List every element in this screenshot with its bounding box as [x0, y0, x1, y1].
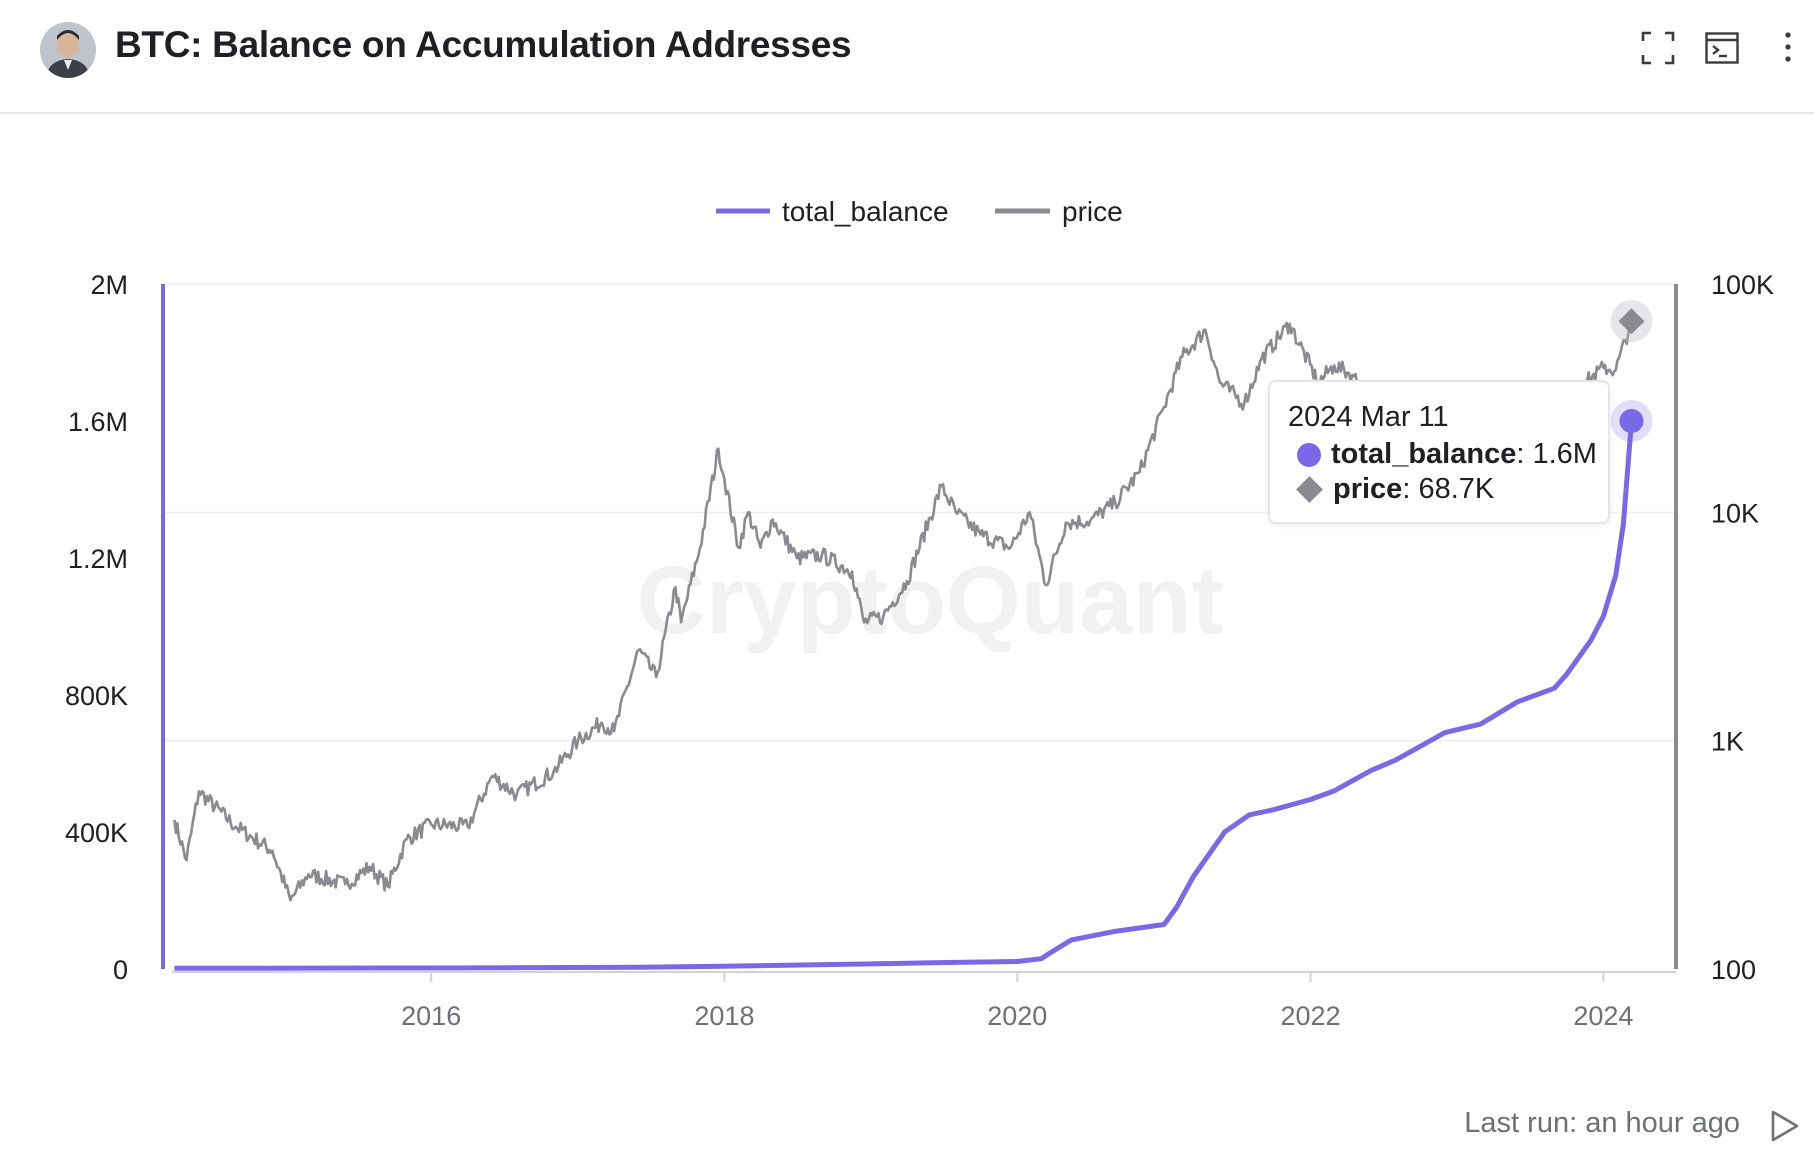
tooltip-row-price: price : 68.7K	[1288, 472, 1608, 507]
legend: total_balance price	[716, 196, 1123, 227]
y-left-tick-label: 1.6M	[68, 407, 128, 437]
more-options-button[interactable]	[1766, 26, 1810, 70]
circle-marker-icon	[1297, 442, 1321, 467]
hover-markers	[1610, 300, 1653, 442]
more-vertical-icon	[1785, 32, 1791, 62]
chart-area: CryptoQuant total_balance price 2016 2018…	[0, 114, 1814, 1074]
y-left-tick-label: 2M	[90, 270, 128, 300]
tooltip-series-value: : 1.6M	[1516, 438, 1597, 470]
series-line-total-balance	[174, 420, 1634, 971]
y-right-tick-label: 1K	[1711, 727, 1744, 757]
run-query-button[interactable]	[1768, 1108, 1802, 1144]
y-right-tick-label: 100	[1711, 955, 1756, 985]
y-right-tick-label: 10K	[1711, 498, 1759, 528]
tooltip-row-total-balance: total_balance : 1.6M	[1288, 437, 1608, 472]
x-tick-label: 2022	[1280, 1001, 1340, 1031]
tooltip-series-value: : 68.7K	[1402, 473, 1495, 505]
play-icon	[1771, 1110, 1799, 1142]
legend-label-total-balance: total_balance	[782, 196, 949, 227]
page-title: BTC: Balance on Accumulation Addresses	[115, 24, 852, 65]
chart-svg[interactable]: CryptoQuant total_balance price 2016 2018…	[0, 114, 1814, 1074]
axes: 2016 2018 2020 2022 2024 0 400K 800K 1.2M 1.6M 2M 1…	[65, 270, 1774, 1031]
legend-item-total-balance[interactable]: total_balance	[716, 196, 949, 227]
watermark: CryptoQuant	[637, 547, 1224, 654]
avatar-icon	[40, 22, 96, 78]
legend-label-price: price	[1062, 196, 1123, 227]
tooltip-series-name: price	[1333, 473, 1403, 505]
y-right-tick-label: 100K	[1711, 270, 1774, 300]
x-tick-label: 2018	[694, 1001, 754, 1031]
widget-header: BTC: Balance on Accumulation Addresses	[0, 0, 1814, 114]
x-tick-label: 2024	[1573, 1001, 1633, 1031]
price-highlight-point[interactable]	[1618, 308, 1645, 335]
y-left-tick-label: 400K	[65, 818, 128, 848]
last-run-status: Last run: an hour ago	[1464, 1107, 1740, 1139]
chart-tooltip: 2024 Mar 11 total_balance : 1.6M price :…	[1268, 380, 1610, 524]
diamond-marker-icon	[1296, 476, 1323, 503]
user-avatar[interactable]	[40, 22, 96, 78]
tooltip-date: 2024 Mar 11	[1288, 401, 1449, 433]
y-left-tick-label: 1.2M	[68, 544, 128, 574]
expand-icon	[1641, 31, 1675, 65]
x-tick-label: 2020	[987, 1001, 1047, 1031]
fullscreen-button[interactable]	[1636, 26, 1680, 70]
tooltip-series-name: total_balance	[1331, 438, 1517, 470]
view-query-button[interactable]	[1700, 26, 1744, 70]
y-left-tick-label: 800K	[65, 681, 128, 711]
total-balance-highlight-point[interactable]	[1619, 409, 1644, 433]
terminal-icon	[1705, 32, 1739, 64]
x-tick-label: 2016	[401, 1001, 461, 1031]
y-left-tick-label: 0	[113, 955, 128, 985]
legend-item-price[interactable]: price	[995, 196, 1123, 227]
